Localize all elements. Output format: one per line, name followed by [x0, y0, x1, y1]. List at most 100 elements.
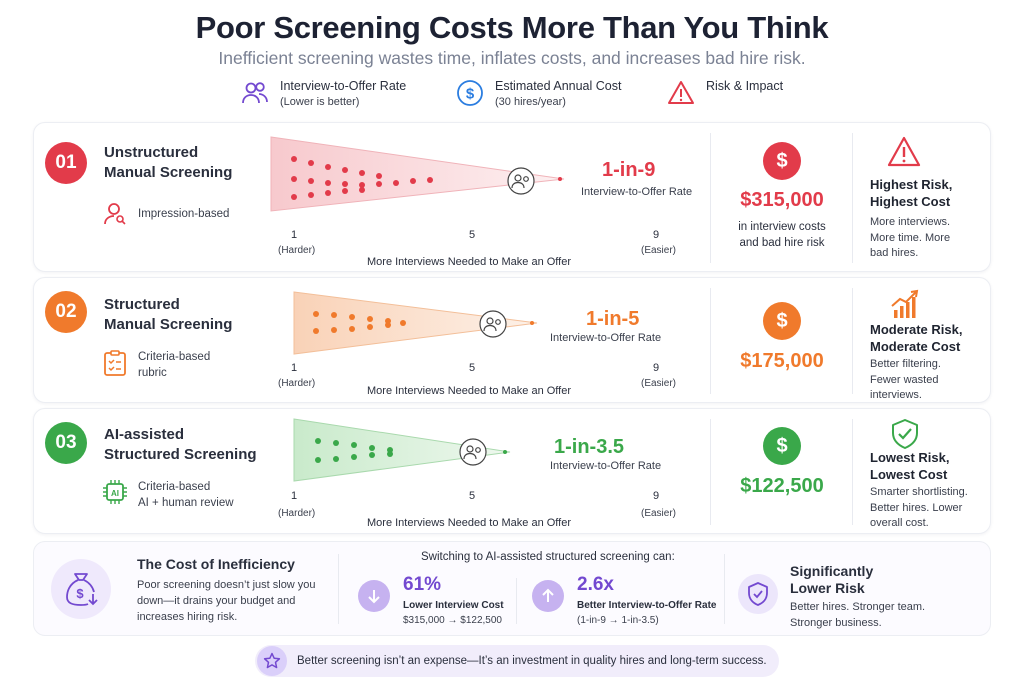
- funnel-dots: [313, 311, 406, 334]
- rate-label: Interview-to-Offer Rate: [550, 460, 662, 472]
- funnel-dots: [291, 156, 433, 200]
- lower-risk-description: Better hires. Stronger team. Stronger bus…: [790, 601, 926, 629]
- axis-mid: 5: [469, 229, 476, 241]
- row-ai-assisted: 03 AI-assisted Structured Screening AI Cr…: [33, 408, 991, 534]
- axis-max: 9: [653, 229, 660, 241]
- summary-title: The Cost of Inefficiency: [137, 556, 295, 572]
- axis-caption: More Interviews Needed to Make an Offer: [367, 256, 572, 268]
- arrow-up-icon: [532, 580, 564, 612]
- cost-amount: $122,500: [740, 475, 824, 497]
- axis-max: 9: [653, 490, 660, 502]
- cost-description: in interview costs and bad hire risk: [738, 221, 826, 249]
- warning-icon: [666, 78, 696, 108]
- people-icon: [240, 78, 270, 108]
- dollar-icon: $: [763, 427, 801, 465]
- legend-label: Estimated Annual Cost: [495, 79, 622, 93]
- row-name: Structured Manual Screening: [104, 296, 233, 333]
- row-tag-text: Criteria-based rubric: [138, 351, 211, 379]
- axis-min: 1: [291, 490, 298, 502]
- candidate-icon: [459, 438, 487, 466]
- shield-check-icon: [892, 419, 918, 449]
- footer-text: Better screening isn’t an expense—It’s a…: [297, 655, 767, 667]
- star-icon: [257, 646, 287, 676]
- row-name: AI-assisted Structured Screening: [104, 426, 257, 463]
- money-bag-icon: $: [51, 559, 111, 619]
- page-subtitle: Inefficient screening wastes time, infla…: [218, 48, 806, 68]
- dollar-icon: $: [763, 302, 801, 340]
- stat-sub: (1-in-9 → 1-in-3.5): [577, 615, 659, 626]
- candidate-icon: [507, 167, 535, 195]
- legend-item-rate: Interview-to-Offer Rate (Lower is better): [240, 78, 406, 110]
- switch-caption: Switching to AI-assisted structured scre…: [421, 551, 675, 563]
- axis-min-label: (Harder): [278, 378, 316, 389]
- row-tag: Impression-based: [102, 200, 229, 226]
- axis-min-label: (Harder): [278, 508, 316, 519]
- legend-sub: (Lower is better): [280, 96, 360, 108]
- row-tag-text: Criteria-based AI + human review: [138, 481, 234, 509]
- footer-banner: Better screening isn’t an expense—It’s a…: [255, 645, 779, 677]
- row-structured: 02 Structured Manual Screening Criteria-b…: [33, 277, 991, 403]
- row-number-badge: 01: [45, 142, 87, 184]
- summary-description: Poor screening doesn’t just slow you down…: [137, 579, 316, 623]
- arrow-down-icon: [358, 580, 390, 612]
- svg-text:$: $: [466, 86, 475, 103]
- rate-label: Interview-to-Offer Rate: [550, 332, 662, 344]
- shield-check-icon: [738, 574, 778, 614]
- legend-item-risk: Risk & Impact: [666, 78, 783, 108]
- warning-icon: [887, 136, 921, 167]
- cost-amount: $175,000: [740, 350, 824, 372]
- risk-description: Better filtering. Fewer wasted interviews.: [870, 358, 941, 401]
- axis-max-label: (Easier): [641, 378, 677, 389]
- axis-max: 9: [653, 362, 660, 374]
- legend-item-cost: $ Estimated Annual Cost (30 hires/year): [455, 78, 621, 110]
- funnel-dots: [315, 438, 393, 463]
- axis-mid: 5: [469, 490, 476, 502]
- rate-value: 1-in-9: [602, 159, 656, 181]
- svg-text:AI: AI: [111, 489, 119, 498]
- stat-sub: $315,000 → $122,500: [403, 615, 502, 626]
- axis-max-label: (Easier): [641, 508, 677, 519]
- cost-amount: $315,000: [740, 189, 824, 211]
- funnel-chart: [293, 291, 538, 355]
- axis-min: 1: [291, 362, 298, 374]
- stat-label: Better Interview-to-Offer Rate: [577, 600, 717, 611]
- risk-title: Lowest Risk, Lowest Cost: [870, 450, 950, 482]
- axis-min-label: (Harder): [278, 245, 316, 256]
- summary-card: $ The Cost of Inefficiency Poor screenin…: [33, 541, 991, 636]
- axis-mid: 5: [469, 362, 476, 374]
- rate-value: 1-in-5: [586, 308, 640, 330]
- lower-risk-title: Significantly Lower Risk: [790, 563, 874, 596]
- svg-text:$: $: [76, 586, 84, 601]
- clipboard-checklist-icon: [104, 350, 126, 376]
- ai-chip-icon: AI: [103, 480, 127, 504]
- axis-max-label: (Easier): [641, 245, 677, 256]
- dollar-icon: $: [763, 142, 801, 180]
- person-search-icon: [104, 203, 126, 225]
- row-unstructured: 01 Unstructured Manual Screening Impressi…: [33, 122, 991, 272]
- row-tag: AI Criteria-based AI + human review: [102, 479, 234, 511]
- row-name: Unstructured Manual Screening: [104, 144, 233, 181]
- funnel-chart: [270, 136, 565, 212]
- axis-caption: More Interviews Needed to Make an Offer: [367, 385, 572, 397]
- row-tag-text: Impression-based: [138, 208, 230, 220]
- rate-label: Interview-to-Offer Rate: [581, 186, 693, 198]
- row-number-badge: 03: [45, 422, 87, 464]
- dollar-icon: $: [455, 78, 485, 108]
- legend-label: Risk & Impact: [706, 79, 784, 93]
- candidate-icon: [479, 310, 507, 338]
- risk-title: Moderate Risk, Moderate Cost: [870, 322, 963, 354]
- legend-label: Interview-to-Offer Rate: [280, 79, 407, 93]
- funnel-chart: [293, 418, 511, 482]
- row-number-badge: 02: [45, 291, 87, 333]
- stat-value: 61%: [403, 574, 442, 595]
- page-title: Poor Screening Costs More Than You Think: [195, 10, 829, 45]
- risk-title: Highest Risk, Highest Cost: [870, 177, 953, 209]
- axis-caption: More Interviews Needed to Make an Offer: [367, 517, 572, 529]
- legend-sub: (30 hires/year): [495, 96, 566, 108]
- axis-min: 1: [291, 229, 298, 241]
- risk-description: Smarter shortlisting. Better hires. Lower…: [870, 486, 968, 529]
- bar-chart-trend-icon: [891, 289, 919, 318]
- stat-label: Lower Interview Cost: [403, 600, 504, 611]
- rate-value: 1-in-3.5: [554, 436, 625, 458]
- row-tag: Criteria-based rubric: [102, 349, 210, 381]
